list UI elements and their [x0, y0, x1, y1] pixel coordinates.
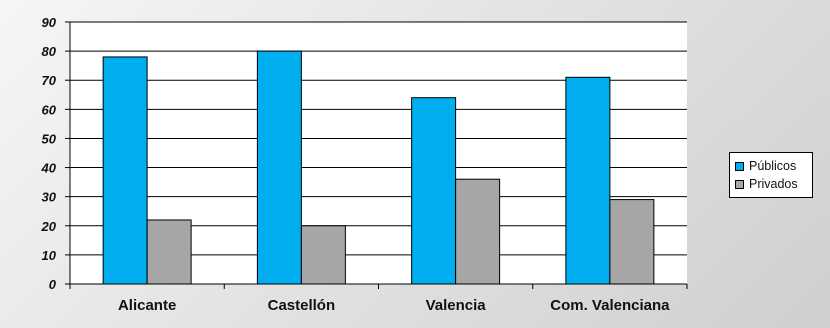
y-tick-label: 70: [42, 73, 57, 88]
legend-label-privados: Privados: [749, 177, 798, 191]
category-label: Valencia: [426, 297, 487, 314]
y-tick-label: 40: [41, 161, 57, 176]
y-tick-labels: 0 10 20 30 40 50 60 70 80 90: [41, 15, 70, 292]
legend-label-publicos: Públicos: [749, 159, 797, 173]
y-tick-label: 30: [42, 190, 57, 205]
bar-publicos-1: [256, 50, 302, 285]
category-label: Castellón: [268, 297, 336, 314]
y-tick-label: 20: [41, 219, 57, 234]
bars: [102, 50, 655, 285]
legend: Públicos Privados: [729, 152, 813, 198]
y-tick-label: 50: [42, 131, 57, 146]
y-tick-label: 80: [42, 44, 57, 59]
bar-privados-2: [455, 178, 501, 285]
bar-privados-1: [300, 225, 346, 285]
legend-swatch-publicos: [735, 161, 744, 171]
legend-item-publicos: Públicos: [735, 157, 807, 175]
legend-swatch-privados: [735, 179, 744, 189]
bar-publicos-3: [565, 76, 611, 285]
y-tick-label: 10: [42, 248, 57, 263]
bar-publicos-0: [102, 56, 148, 285]
bar-privados-3: [609, 199, 655, 285]
y-tick-label: 60: [42, 102, 57, 117]
legend-item-privados: Privados: [735, 175, 807, 193]
y-tick-label: 90: [42, 15, 57, 30]
bar-privados-0: [146, 219, 192, 285]
category-labels: Alicante Castellón Valencia Com. Valenciana: [118, 297, 670, 314]
x-tick-marks: [69, 284, 688, 289]
y-tick-label: 0: [49, 277, 57, 292]
category-label: Com. Valenciana: [550, 297, 670, 314]
category-label: Alicante: [118, 297, 176, 314]
bar-publicos-2: [411, 97, 457, 285]
